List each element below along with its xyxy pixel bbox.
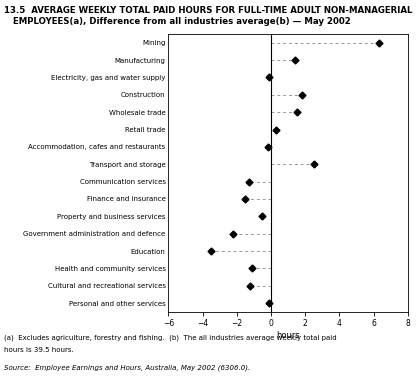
Text: (a)  Excludes agriculture, forestry and fishing.  (b)  The all industries averag: (a) Excludes agriculture, forestry and f… bbox=[4, 335, 337, 341]
Text: 13.5  AVERAGE WEEKLY TOTAL PAID HOURS FOR FULL-TIME ADULT NON-MANAGERIAL: 13.5 AVERAGE WEEKLY TOTAL PAID HOURS FOR… bbox=[4, 6, 413, 15]
Text: Source:  Employee Earnings and Hours, Australia, May 2002 (6306.0).: Source: Employee Earnings and Hours, Aus… bbox=[4, 365, 250, 371]
X-axis label: hours: hours bbox=[276, 331, 300, 339]
Text: EMPLOYEES(a), Difference from all industries average(b) — May 2002: EMPLOYEES(a), Difference from all indust… bbox=[4, 17, 351, 26]
Text: hours is 39.5 hours.: hours is 39.5 hours. bbox=[4, 347, 74, 353]
